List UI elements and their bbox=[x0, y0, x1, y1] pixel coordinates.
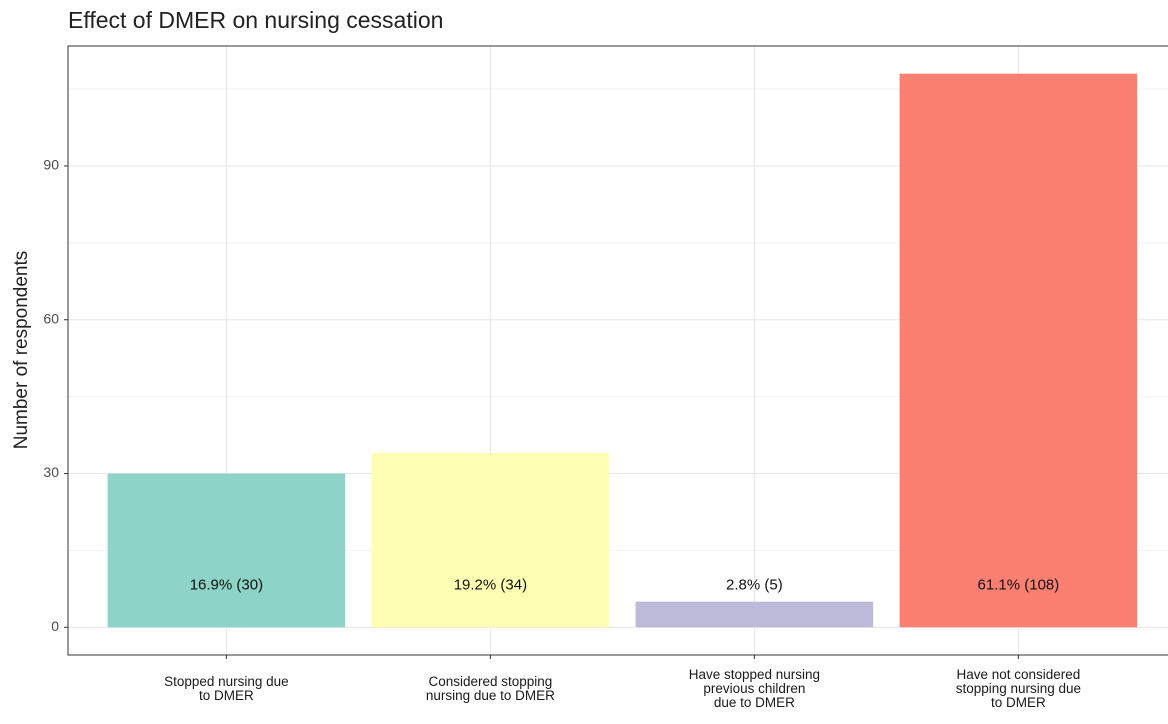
x-tick-label-line: due to DMER bbox=[714, 695, 795, 710]
y-tick-label: 30 bbox=[43, 464, 59, 480]
y-tick-label: 90 bbox=[43, 157, 59, 173]
bar bbox=[635, 601, 874, 628]
value-label: 19.2% (34) bbox=[454, 576, 527, 593]
panel-border bbox=[67, 45, 1168, 656]
value-label: 2.8% (5) bbox=[726, 576, 783, 593]
x-tick-label-line: to DMER bbox=[199, 688, 254, 703]
y-axis-title: Number of respondents bbox=[11, 251, 32, 450]
x-tick-label-line: Have stopped nursing bbox=[689, 667, 820, 682]
x-tick-label-line: Stopped nursing due bbox=[164, 674, 289, 689]
x-tick-label-line: Have not considered bbox=[956, 667, 1080, 682]
bar bbox=[107, 473, 346, 628]
x-tick-label-line: stopping nursing due bbox=[956, 681, 1081, 696]
x-tick-label-line: Considered stopping bbox=[428, 674, 552, 689]
chart-title: Effect of DMER on nursing cessation bbox=[68, 7, 443, 33]
x-tick-label-line: to DMER bbox=[991, 695, 1046, 710]
x-tick-label-line: nursing due to DMER bbox=[426, 688, 555, 703]
x-tick-label: Have not considered stopping nursing due t… bbox=[956, 667, 1081, 710]
y-tick-label: 0 bbox=[51, 618, 59, 634]
x-tick-label: Have stopped nursing previous children due… bbox=[689, 667, 820, 710]
y-tick-label: 60 bbox=[43, 310, 59, 326]
x-tick-label: Considered stopping nursing due to DMER bbox=[426, 674, 555, 703]
bar bbox=[371, 453, 610, 628]
value-label: 16.9% (30) bbox=[190, 576, 263, 593]
x-tick-label: Stopped nursing due to DMER bbox=[164, 674, 289, 703]
bar bbox=[899, 73, 1138, 628]
x-tick-label-line: previous children bbox=[703, 681, 805, 696]
value-label: 61.1% (108) bbox=[978, 576, 1060, 593]
